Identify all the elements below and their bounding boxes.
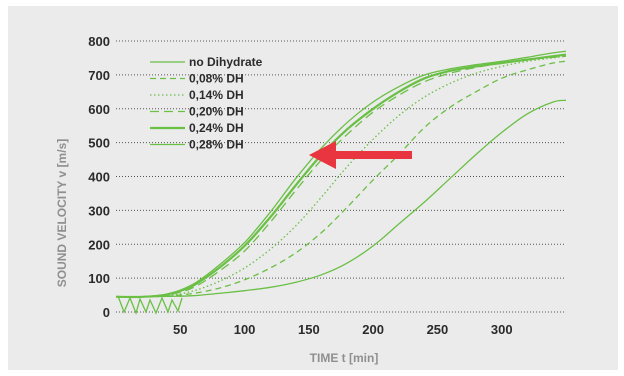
chart-panel: [8, 6, 618, 370]
series-lines: [115, 50, 567, 299]
x-axis-title: TIME t [min]: [310, 351, 379, 365]
legend-label: 0,28% DH: [189, 138, 244, 152]
y-tick-label: 400: [88, 170, 110, 185]
y-tick-label: 600: [88, 102, 110, 117]
series-line-2: [115, 60, 567, 298]
series-line-5: [115, 53, 567, 299]
x-tick-label: 50: [173, 322, 187, 337]
y-tick-label: 300: [88, 203, 110, 218]
noise-line: [117, 295, 183, 316]
y-tick-label: 0: [103, 305, 110, 320]
x-tick-label: 100: [234, 322, 256, 337]
y-tick-label: 500: [88, 136, 110, 151]
legend-label: no Dihydrate: [189, 55, 263, 69]
y-axis-title: SOUND VELOCITY v [m/s]: [55, 139, 69, 287]
initial-noise: [117, 295, 183, 316]
legend-label: 0,08% DH: [189, 72, 244, 86]
x-tick-label: 300: [491, 322, 513, 337]
legend-label: 0,14% DH: [189, 88, 244, 102]
y-tick-label: 700: [88, 68, 110, 83]
tick-labels: 0 100 200 300 400 500 600 700 800 50 100 150 200 250 3…: [88, 34, 512, 337]
y-tick-label: 100: [88, 271, 110, 286]
grid-lines: [116, 40, 566, 313]
red-arrow-annotation: [309, 141, 412, 169]
y-tick-label: 800: [88, 34, 110, 49]
legend-label: 0,24% DH: [189, 121, 244, 135]
series-line-6: [115, 50, 567, 298]
legend: no Dihydrate 0,08% DH 0,14% DH 0,20% DH 0,24…: [150, 55, 263, 152]
series-line-1: [115, 99, 567, 298]
y-tick-label: 200: [88, 237, 110, 252]
x-tick-label: 200: [362, 322, 384, 337]
legend-label: 0,20% DH: [189, 105, 244, 119]
x-tick-label: 150: [298, 322, 320, 337]
x-tick-label: 250: [427, 322, 449, 337]
arrow-shaft: [332, 151, 412, 159]
arrow-head: [309, 141, 336, 169]
